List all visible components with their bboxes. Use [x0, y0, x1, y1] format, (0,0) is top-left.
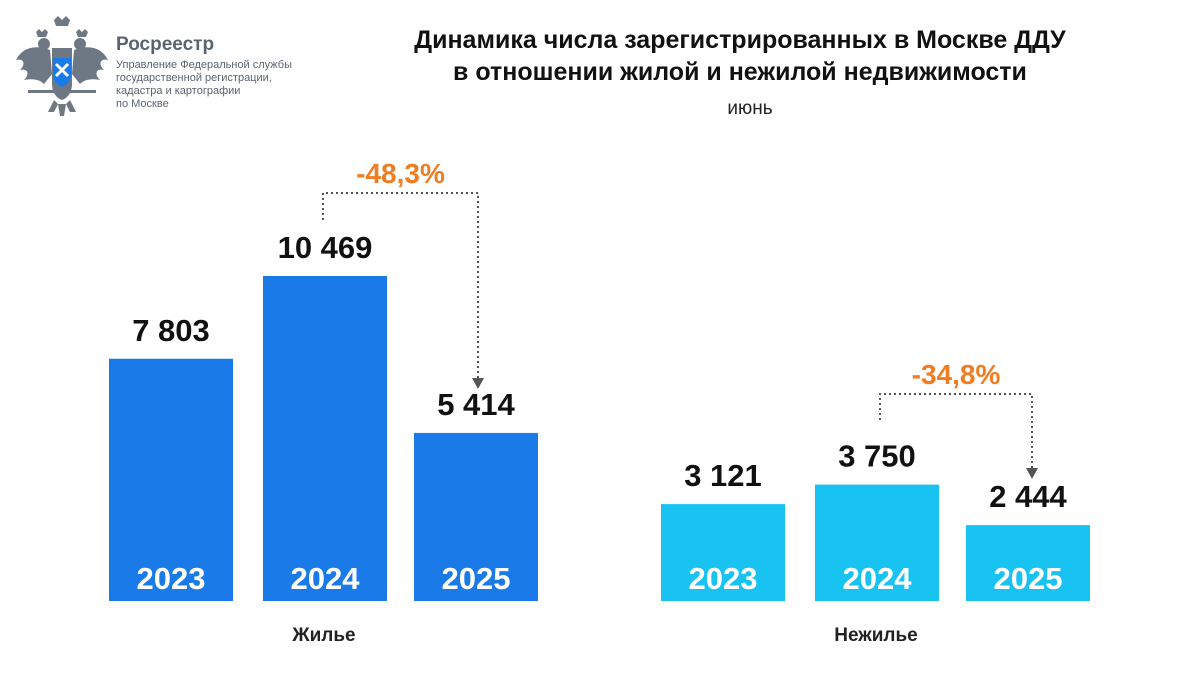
- change-label: -34,8%: [912, 359, 1001, 390]
- logo-block: Росреестр Управление Федеральной службы …: [14, 14, 314, 124]
- change-arrow-line: [879, 393, 1033, 470]
- org-subtitle-line: кадастра и картографии: [116, 85, 241, 97]
- panel-label: Жилье: [291, 625, 355, 646]
- org-subtitle-line: по Москве: [116, 98, 169, 110]
- category-label: 2024: [843, 561, 913, 596]
- data-label: 7 803: [132, 313, 210, 348]
- bar: [815, 484, 939, 601]
- category-label: 2023: [137, 561, 206, 596]
- category-label: 2025: [442, 561, 511, 596]
- bar: [966, 525, 1090, 601]
- bar: [109, 358, 233, 601]
- category-label: 2024: [291, 561, 361, 596]
- change-arrow-line: [322, 192, 479, 380]
- category-label: 2023: [689, 561, 758, 596]
- org-name: Росреестр: [116, 34, 215, 55]
- panel-label: Нежилье: [834, 625, 918, 646]
- change-arrow-head: [1026, 468, 1038, 479]
- data-label: 3 750: [838, 439, 916, 474]
- chart-title: Динамика числа зарегистрированных в Моск…: [340, 24, 1140, 88]
- data-label: 3 121: [684, 458, 762, 493]
- data-label: 2 444: [989, 479, 1067, 514]
- org-subtitle-line: государственной регистрации,: [116, 72, 272, 84]
- bar: [263, 276, 387, 601]
- chart-title-line: в отношении жилой и нежилой недвижимости: [453, 58, 1027, 86]
- double-headed-eagle-emblem-icon: [16, 16, 108, 116]
- change-arrow-head: [472, 378, 484, 389]
- org-subtitle: Управление Федеральной службы государств…: [116, 59, 316, 111]
- bar: [661, 504, 785, 601]
- org-subtitle-line: Управление Федеральной службы: [116, 59, 292, 71]
- category-label: 2025: [994, 561, 1063, 596]
- bar: [414, 432, 538, 601]
- chart-title-line: Динамика числа зарегистрированных в Моск…: [414, 26, 1066, 54]
- data-label: 5 414: [437, 387, 515, 422]
- data-label: 10 469: [278, 230, 373, 265]
- change-label: -48,3%: [356, 158, 445, 189]
- chart-subtitle: июнь: [727, 98, 773, 119]
